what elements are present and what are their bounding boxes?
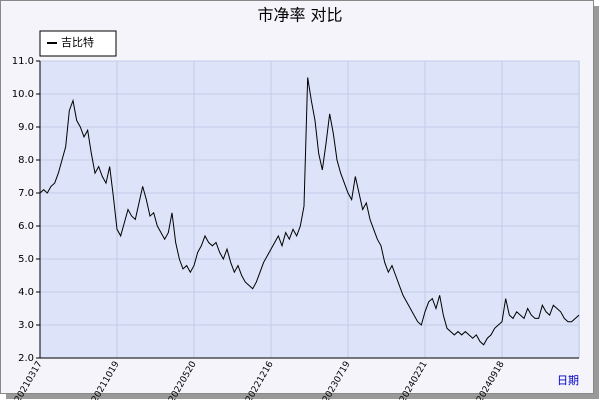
y-tick-label: 11.0 [12, 56, 34, 67]
line-series [39, 77, 580, 346]
legend: 吉比特 [39, 30, 117, 57]
y-tick-label: 9.0 [18, 122, 34, 133]
shadow [6, 394, 599, 399]
chart-title: 市净率 对比 [257, 6, 342, 25]
y-tick-label: 3.0 [18, 320, 34, 331]
x-axis-label: 日期 [557, 374, 579, 387]
shadow [594, 6, 599, 399]
y-tick-label: 2.0 [18, 353, 34, 364]
y-tick-label: 7.0 [18, 188, 34, 199]
legend-label: 吉比特 [61, 35, 94, 49]
plot-area [40, 61, 580, 358]
y-tick-label: 6.0 [18, 221, 34, 232]
y-tick-label: 4.0 [18, 287, 34, 298]
y-tick-label: 8.0 [18, 155, 34, 166]
y-tick-label: 5.0 [18, 254, 34, 265]
y-tick-label: 10.0 [12, 89, 34, 100]
